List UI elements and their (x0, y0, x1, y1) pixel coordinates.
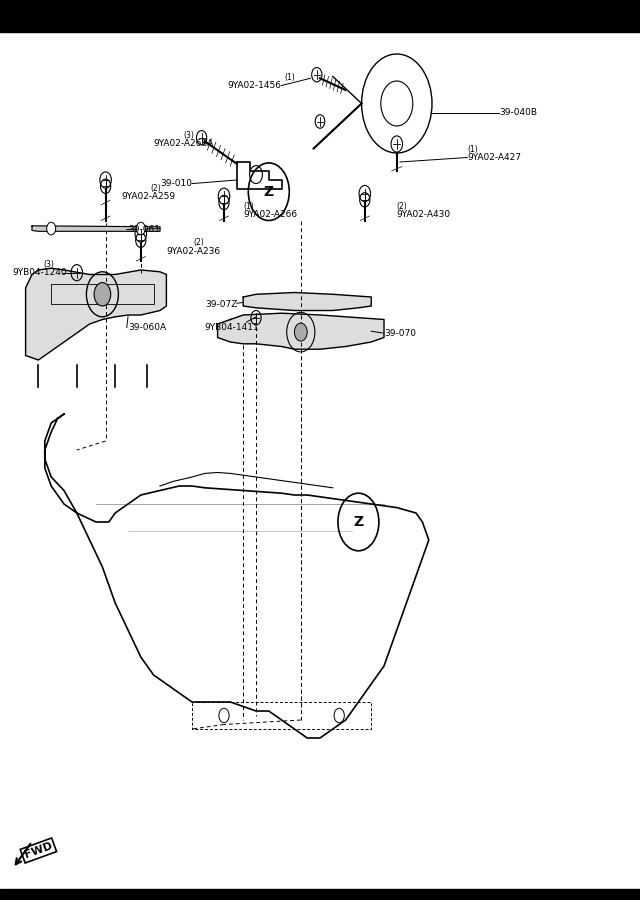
Polygon shape (218, 313, 384, 349)
Bar (0, 0, 640, 32)
Text: 39-040B: 39-040B (499, 108, 537, 117)
Circle shape (94, 283, 111, 306)
Circle shape (47, 222, 56, 235)
Text: (2): (2) (193, 238, 204, 248)
Text: (3): (3) (44, 260, 54, 269)
Text: 39-07Z: 39-07Z (205, 300, 237, 309)
Circle shape (136, 222, 145, 235)
Polygon shape (26, 268, 166, 360)
Text: 9YA02-A427: 9YA02-A427 (467, 153, 521, 162)
Text: 9YB04-1240: 9YB04-1240 (13, 268, 67, 277)
Text: 9YA02-A259: 9YA02-A259 (122, 192, 176, 201)
Text: Z: Z (353, 515, 364, 529)
Text: (2): (2) (397, 202, 408, 211)
Text: (1): (1) (467, 145, 478, 154)
Text: 9YA02-1456: 9YA02-1456 (228, 81, 282, 90)
Text: 9YA02-A236: 9YA02-A236 (166, 247, 221, 256)
Text: 39-010: 39-010 (160, 179, 192, 188)
Text: 39-060A: 39-060A (128, 323, 166, 332)
Circle shape (334, 708, 344, 723)
Text: Z: Z (264, 184, 274, 199)
Text: 9YA02-A266: 9YA02-A266 (243, 210, 298, 219)
Bar (0, 889, 640, 900)
Text: (2): (2) (150, 184, 161, 193)
Text: 9YB04-1411: 9YB04-1411 (205, 323, 260, 332)
Text: (1): (1) (285, 73, 296, 82)
Polygon shape (32, 226, 160, 231)
Text: 9YA02-A430: 9YA02-A430 (397, 210, 451, 219)
Text: 39-070: 39-070 (384, 328, 416, 338)
Circle shape (219, 708, 229, 723)
Circle shape (294, 323, 307, 341)
Polygon shape (243, 292, 371, 310)
Text: 9YA02-A268A: 9YA02-A268A (154, 140, 214, 148)
Text: (1): (1) (243, 202, 254, 211)
Text: (3): (3) (184, 131, 195, 140)
Text: 39-061: 39-061 (128, 225, 160, 234)
Text: FWD: FWD (23, 841, 54, 860)
